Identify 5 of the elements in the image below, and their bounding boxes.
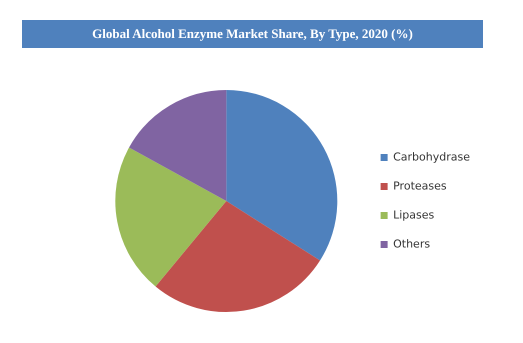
legend-label: Lipases (393, 208, 435, 222)
legend-label: Carbohydrase (393, 150, 470, 164)
chart-title: Global Alcohol Enzyme Market Share, By Type, 2020 (%) (22, 20, 483, 48)
legend-label: Proteases (393, 179, 447, 192)
legend-label: Others (393, 237, 430, 250)
